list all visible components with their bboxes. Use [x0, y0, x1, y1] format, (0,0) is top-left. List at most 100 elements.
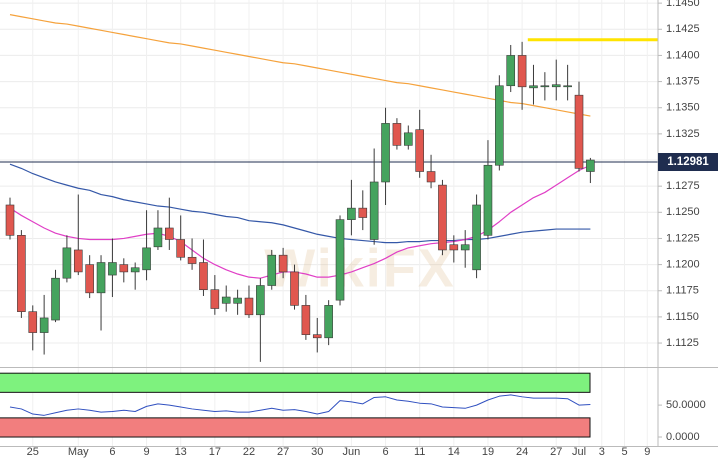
- x-tick-label: 5: [621, 446, 627, 458]
- candle-body: [153, 227, 163, 248]
- candle-body: [540, 85, 550, 88]
- candle-body: [358, 207, 368, 218]
- indicator-band: [0, 372, 591, 393]
- candle-body: [369, 181, 379, 240]
- x-tick-label: 19: [482, 446, 494, 458]
- x-tick-label: 6: [382, 446, 388, 458]
- x-tick-label: 30: [311, 446, 323, 458]
- candle-body: [301, 305, 311, 335]
- indicator-line: [9, 394, 591, 416]
- candle-body: [449, 244, 459, 251]
- candle-body: [574, 94, 584, 169]
- candle-body: [96, 262, 106, 294]
- candle-body: [28, 311, 38, 333]
- y-tick-label: 1.1350: [666, 102, 700, 114]
- candle-body: [108, 262, 117, 276]
- candle-body: [199, 262, 208, 290]
- y-tick-label: 1.1325: [666, 128, 700, 140]
- candle-body: [176, 239, 185, 258]
- candle-body: [267, 254, 277, 286]
- indicator-panel: [0, 372, 591, 438]
- x-tick-label: Jun: [343, 446, 361, 458]
- candle-body: [426, 171, 436, 183]
- candle-body: [472, 204, 481, 271]
- main-panel: WikiFX: [0, 14, 658, 362]
- candle-body: [517, 55, 527, 88]
- candle-body: [187, 256, 197, 264]
- candle-body: [5, 204, 15, 236]
- y-tick-label: 1.1425: [666, 23, 700, 35]
- candle-body: [51, 277, 60, 321]
- candle-body: [403, 132, 413, 146]
- candle-body: [506, 55, 516, 87]
- candle-body: [335, 219, 345, 301]
- candle-body: [586, 159, 595, 172]
- candle-body: [17, 235, 26, 312]
- candle-body: [529, 85, 538, 89]
- x-tick-label: Jul: [572, 446, 586, 458]
- y-tick-label: 1.1125: [666, 337, 699, 349]
- candle-body: [39, 317, 49, 333]
- candle-body: [221, 296, 231, 304]
- candle-body: [415, 129, 424, 172]
- x-tick-label: 14: [448, 446, 460, 458]
- candle-body: [495, 85, 504, 166]
- grid-layer: [0, 0, 658, 446]
- x-tick-label: 9: [143, 446, 149, 458]
- candle-body: [142, 247, 151, 271]
- last-price-tag: [658, 153, 718, 172]
- y-tick-label: 1.1225: [666, 232, 700, 244]
- candle-body: [324, 305, 333, 339]
- x-tick-label: 27: [550, 446, 562, 458]
- moving-average-line: [9, 164, 591, 279]
- candle-body: [563, 85, 572, 88]
- y-tick-label: 1.1400: [666, 49, 700, 61]
- moving-average-line: [9, 14, 591, 117]
- y-tick-label: 1.1375: [666, 75, 700, 87]
- candle-body: [130, 267, 140, 273]
- x-tick-label: 25: [27, 446, 39, 458]
- candle-body: [290, 271, 299, 306]
- candle-body: [278, 254, 288, 273]
- candle-body: [210, 289, 220, 309]
- x-tick-label: 6: [109, 446, 115, 458]
- candle-body: [233, 297, 242, 304]
- y-tick-label: 1.1150: [666, 311, 699, 323]
- moving-average-line: [9, 163, 591, 244]
- candle-body: [483, 164, 493, 236]
- candle-body: [119, 264, 129, 273]
- y-tick-label: 1.1200: [666, 259, 700, 271]
- candle-body: [244, 297, 254, 316]
- candle-body: [165, 227, 174, 240]
- candle-body: [551, 84, 561, 88]
- y-tick-label: 1.1250: [666, 206, 700, 218]
- candle-body: [256, 285, 265, 316]
- candle-body: [85, 264, 94, 294]
- x-tick-label: May: [68, 446, 89, 458]
- candle-body: [381, 123, 390, 183]
- candle-body: [347, 207, 356, 220]
- last-price-label: 1.12981: [667, 156, 709, 168]
- x-tick-label: 9: [644, 446, 650, 458]
- x-tick-label: 17: [209, 446, 221, 458]
- candle-body: [460, 244, 470, 251]
- x-tick-label: 11: [414, 446, 425, 458]
- y-tick-label: 50.0000: [666, 399, 706, 411]
- y-tick-label: 1.1275: [666, 180, 700, 192]
- x-tick-label: 27: [277, 446, 289, 458]
- y-tick-label: 1.1450: [666, 0, 700, 9]
- x-tick-label: 13: [175, 446, 187, 458]
- x-tick-label: 22: [243, 446, 255, 458]
- candle-body: [312, 334, 322, 339]
- candle-body: [73, 249, 83, 273]
- x-tick-label: 24: [516, 446, 528, 458]
- candle-body: [392, 123, 402, 146]
- y-tick-label: 1.1175: [666, 285, 699, 297]
- candle-body: [438, 184, 447, 251]
- y-tick-label: 0.0000: [666, 431, 700, 443]
- x-tick-label: 3: [599, 446, 605, 458]
- indicator-band: [0, 417, 591, 438]
